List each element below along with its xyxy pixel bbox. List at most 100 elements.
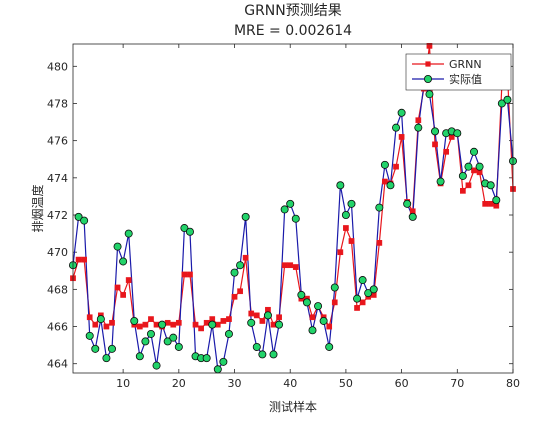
series-2-point	[202, 354, 211, 363]
series-1-point	[192, 321, 199, 328]
series-1-point	[415, 117, 422, 124]
series-2-point	[252, 342, 261, 351]
x-tick-label: 40	[283, 377, 297, 390]
series-2-point	[403, 199, 412, 208]
series-2-point	[219, 357, 228, 366]
series-1-point	[242, 254, 249, 261]
series-2-point	[74, 212, 83, 221]
series-2-point	[224, 329, 233, 338]
x-axis-label: 测试样本	[269, 399, 317, 414]
series-1-point	[142, 321, 149, 328]
plot-area	[73, 44, 513, 373]
series-2-point	[464, 162, 473, 171]
series-2-point	[135, 352, 144, 361]
y-tick-label: 480	[47, 60, 68, 73]
series-1-point	[198, 325, 204, 332]
y-axis-label: 排烟温度	[30, 184, 45, 232]
series-2-point	[213, 365, 222, 374]
series-1-point	[92, 321, 99, 328]
series-2-point	[336, 181, 345, 190]
y-tick-label: 476	[47, 135, 68, 148]
series-1-point	[326, 323, 333, 330]
series-2-point	[119, 257, 128, 266]
series-2-point	[236, 261, 245, 270]
series-2-point	[169, 333, 178, 342]
series-1-point	[376, 240, 383, 246]
series-1-point	[471, 167, 477, 174]
x-tick-label: 50	[339, 377, 353, 390]
series-1-point	[287, 262, 294, 269]
series-2-point	[269, 350, 278, 359]
series-2-point	[107, 344, 116, 353]
series-1-point	[103, 323, 110, 330]
series-2-point	[369, 285, 378, 294]
series-2-point	[330, 283, 339, 292]
series-2-point	[80, 216, 89, 225]
x-tick-label: 70	[450, 377, 464, 390]
y-tick-label: 464	[47, 358, 68, 371]
series-2-point	[436, 177, 445, 186]
series-2-point	[425, 90, 434, 99]
series-2-point	[503, 95, 512, 104]
legend-label-1: GRNN	[449, 58, 482, 71]
series-2-point	[341, 211, 350, 220]
series-1-point	[120, 292, 126, 298]
series-1-point	[114, 284, 121, 291]
series-1-point	[109, 319, 115, 326]
y-tick-label: 478	[47, 97, 68, 110]
series-2-point	[113, 242, 122, 251]
legend-label-2: 实际值	[449, 72, 482, 86]
series-2-point	[302, 298, 311, 307]
series-2-point	[185, 227, 194, 236]
series-1-point	[253, 312, 260, 319]
y-tick-label: 470	[47, 246, 68, 259]
series-2-point	[174, 342, 183, 351]
series-2-point	[386, 181, 395, 190]
series-2-point	[392, 123, 401, 132]
series-2-point	[470, 147, 479, 156]
series-1-point	[354, 305, 360, 311]
series-2-point	[258, 350, 267, 359]
series-2-point	[492, 196, 501, 205]
series-1-point	[382, 178, 388, 185]
series-2-point	[124, 229, 133, 238]
series-2-point	[453, 129, 462, 138]
series-1-point	[187, 271, 193, 278]
series-1-point	[237, 288, 243, 295]
series-2-point	[380, 160, 389, 169]
series-1-point	[281, 262, 288, 269]
series-2-point	[208, 320, 217, 329]
series-2-point	[96, 315, 105, 324]
series-1-point	[331, 299, 338, 306]
series-2-point	[353, 294, 362, 303]
legend-marker-1	[425, 61, 431, 67]
series-2-point	[297, 290, 306, 299]
series-2-point	[431, 127, 440, 136]
x-tick-label: 30	[228, 377, 242, 390]
series-1-point	[393, 163, 399, 170]
series-2-point	[458, 171, 467, 180]
series-2-point	[414, 123, 423, 132]
series-1-point	[175, 319, 182, 326]
y-tick-label: 474	[47, 172, 68, 185]
series-1-point	[259, 318, 266, 324]
series-1-point	[170, 321, 177, 328]
series-2-point	[275, 320, 284, 329]
series-2-point	[152, 361, 161, 370]
series-2-point	[130, 316, 139, 325]
series-1-point	[81, 256, 87, 263]
series-1-point	[276, 314, 282, 321]
series-1-point	[75, 256, 82, 263]
series-1-point	[136, 323, 143, 330]
series-2-point	[247, 318, 256, 327]
legend-marker-2	[423, 75, 432, 84]
series-2-point	[325, 342, 334, 351]
axis-ticks: 10 20 30 40 50 60 70 80 464 466 468 470 472 474 476 478…	[47, 44, 520, 390]
y-tick-label: 466	[47, 321, 68, 334]
series-2-point	[286, 199, 295, 208]
series-1-point	[443, 148, 450, 155]
series-2-point	[141, 337, 150, 346]
series-1-point	[460, 187, 466, 194]
